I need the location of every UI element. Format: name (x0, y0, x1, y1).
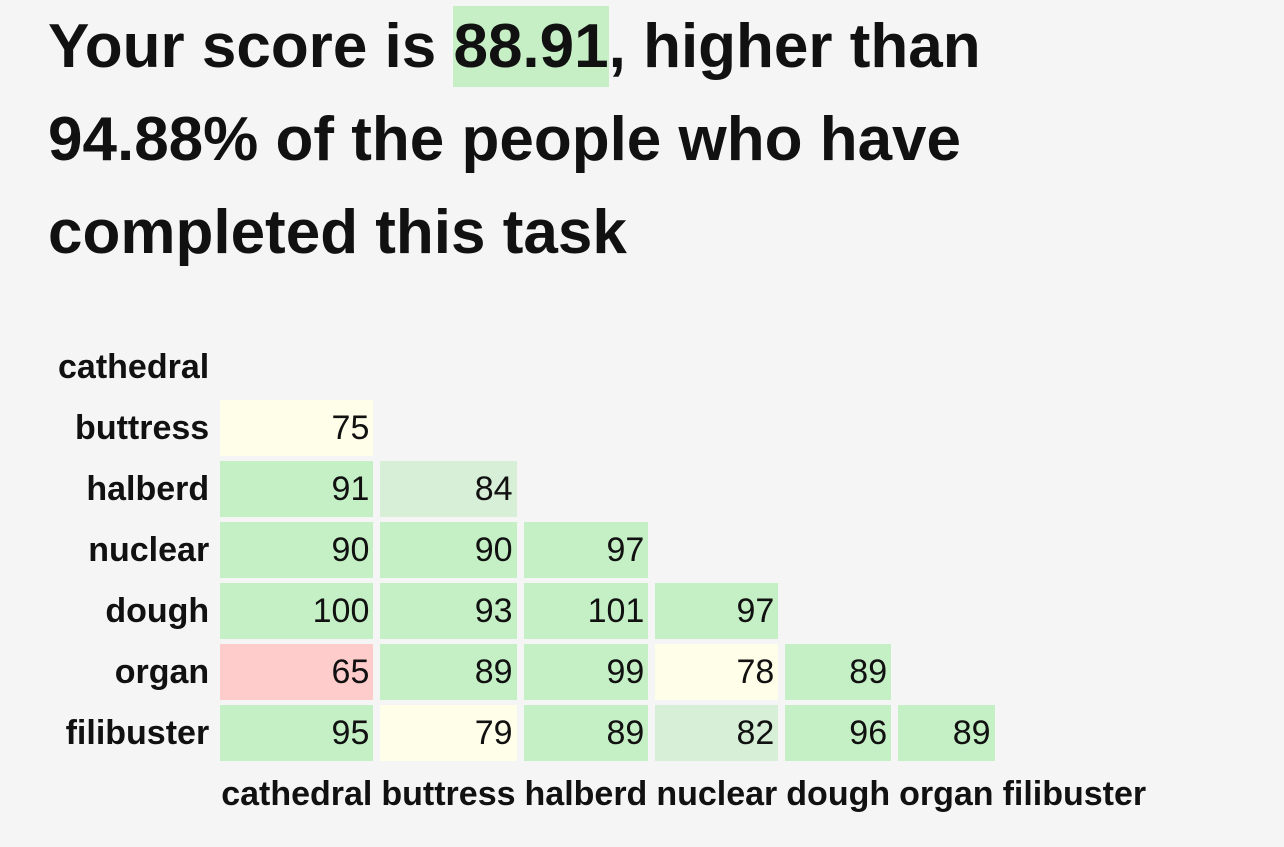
empty-cell (785, 339, 891, 395)
empty-cell (785, 400, 891, 456)
cell: 97 (655, 583, 779, 639)
matrix-row: dough 100 93 101 97 (55, 583, 1147, 639)
empty-cell (1002, 461, 1148, 517)
empty-cell (655, 522, 778, 578)
score-matrix: cathedral buttress 75 halberd 91 84 nuclear 90 9… (48, 334, 1154, 827)
cell: 89 (380, 644, 517, 700)
cell: 101 (523, 583, 649, 639)
cell: 84 (380, 461, 517, 517)
empty-cell (380, 400, 516, 456)
cell: 78 (655, 644, 779, 700)
empty-cell (898, 339, 994, 395)
cell: 90 (380, 522, 517, 578)
column-label: halberd (524, 774, 648, 813)
matrix-row: filibuster 95 79 89 82 96 89 (55, 705, 1147, 761)
cell: 82 (655, 705, 779, 761)
column-label: dough (786, 774, 891, 813)
headline-prefix: Your score is (48, 12, 437, 81)
empty-cell (655, 400, 778, 456)
empty-cell (1002, 583, 1148, 639)
corner (55, 766, 213, 822)
column-label: filibuster (1002, 774, 1147, 813)
cell: 95 (220, 705, 374, 761)
empty-cell (785, 583, 891, 639)
row-label: buttress (75, 408, 210, 447)
cell: 91 (220, 461, 374, 517)
column-label: buttress (381, 774, 516, 813)
empty-cell (1002, 522, 1148, 578)
column-label-row: cathedral buttress halberd nuclear dough orga… (55, 766, 1147, 822)
empty-cell (524, 400, 649, 456)
cell: 89 (523, 705, 649, 761)
column-label: cathedral (221, 774, 373, 813)
empty-cell (220, 339, 373, 395)
empty-cell (898, 461, 994, 517)
empty-cell (785, 461, 891, 517)
empty-cell (655, 339, 778, 395)
empty-cell (898, 400, 994, 456)
headline: Your score is 88.91, higher than 94.88% … (0, 0, 1188, 279)
row-label: nuclear (88, 530, 210, 569)
empty-cell (1002, 705, 1148, 761)
cell: 75 (220, 400, 374, 456)
empty-cell (898, 644, 994, 700)
empty-cell (898, 583, 994, 639)
matrix-row: cathedral (55, 339, 1147, 395)
cell: 100 (220, 583, 374, 639)
column-label: nuclear (656, 774, 778, 813)
cell: 90 (220, 522, 374, 578)
row-label: dough (105, 591, 210, 630)
empty-cell (380, 339, 516, 395)
cell: 79 (380, 705, 517, 761)
headline-suffix: , higher than 94.88% of the people who h… (48, 12, 981, 267)
cell: 96 (785, 705, 892, 761)
row-label: cathedral (58, 347, 210, 386)
matrix-row: organ 65 89 99 78 89 (55, 644, 1147, 700)
matrix-row: halberd 91 84 (55, 461, 1147, 517)
column-label: organ (899, 774, 994, 813)
empty-cell (1002, 339, 1148, 395)
cell: 89 (898, 705, 995, 761)
cell: 93 (380, 583, 517, 639)
matrix-row: buttress 75 (55, 400, 1147, 456)
empty-cell (524, 339, 649, 395)
row-label: halberd (86, 469, 210, 508)
cell: 97 (523, 522, 649, 578)
empty-cell (655, 461, 778, 517)
empty-cell (1002, 644, 1148, 700)
row-label: organ (114, 652, 210, 691)
cell: 89 (785, 644, 892, 700)
cell: 65 (220, 644, 374, 700)
empty-cell (785, 522, 891, 578)
matrix-row: nuclear 90 90 97 (55, 522, 1147, 578)
empty-cell (1002, 400, 1148, 456)
empty-cell (898, 522, 994, 578)
score: 88.91 (453, 6, 609, 87)
cell: 99 (523, 644, 649, 700)
empty-cell (524, 461, 649, 517)
row-label: filibuster (65, 713, 210, 752)
